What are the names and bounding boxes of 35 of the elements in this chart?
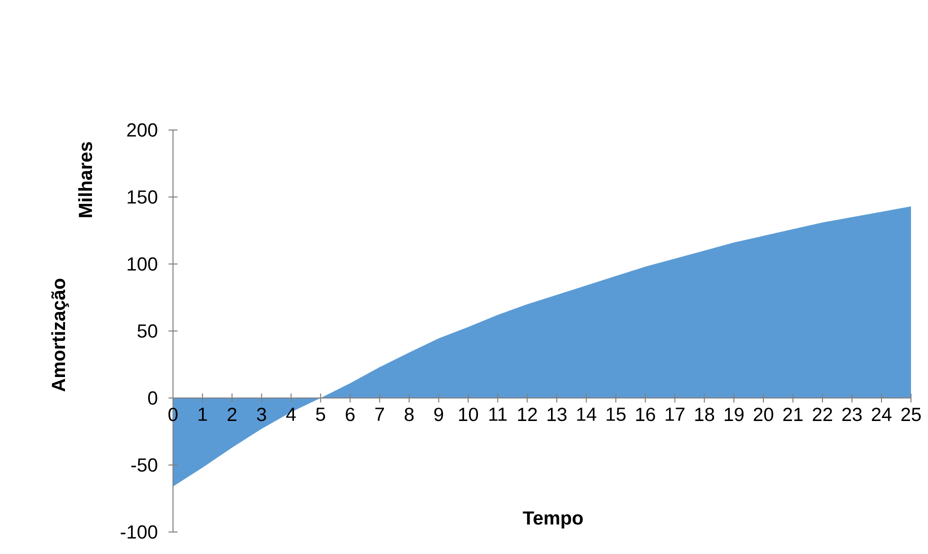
- x-tick-label: 22: [812, 408, 832, 421]
- x-tick-label: 25: [901, 408, 921, 422]
- x-tick-label: 4: [286, 408, 296, 421]
- x-tick-label: 23: [842, 408, 862, 422]
- y-axis-title: Amortização: [51, 278, 69, 392]
- x-tick-label: 7: [375, 408, 384, 421]
- x-tick-label: 3: [257, 408, 266, 422]
- y-tick-label: -50: [131, 458, 158, 472]
- y-tick-label: -100: [120, 525, 158, 539]
- x-tick-label: 19: [724, 408, 744, 422]
- y-tick-label: 150: [128, 190, 158, 204]
- x-tick-label: 21: [783, 408, 803, 421]
- x-tick-label: 20: [754, 408, 774, 422]
- x-tick-label: 24: [872, 408, 892, 421]
- x-tick-label: 15: [606, 408, 626, 421]
- x-tick-label: 18: [695, 408, 714, 422]
- x-tick-label: 14: [577, 408, 596, 421]
- y-tick-label: 100: [128, 257, 158, 271]
- x-tick-label: 8: [404, 408, 414, 422]
- y-tick-label: 200: [127, 123, 158, 137]
- x-tick-label: 12: [518, 408, 537, 421]
- x-axis-title: Tempo: [522, 511, 583, 528]
- x-tick-label: 11: [489, 408, 507, 421]
- y-tick-label: 0: [148, 391, 158, 405]
- y-tick-label: 50: [138, 324, 158, 338]
- x-tick-label: 1: [198, 408, 207, 421]
- x-tick-label: 2: [228, 408, 236, 421]
- x-tick-label: 6: [346, 408, 355, 422]
- x-tick-label: 9: [434, 408, 444, 422]
- x-tick-label: 5: [316, 408, 326, 421]
- x-tick-label: 10: [459, 408, 478, 422]
- x-tick-label: 13: [548, 408, 566, 422]
- x-tick-label: 16: [636, 408, 656, 422]
- text: Milhares: [78, 142, 92, 218]
- x-tick-label: 17: [666, 408, 684, 421]
